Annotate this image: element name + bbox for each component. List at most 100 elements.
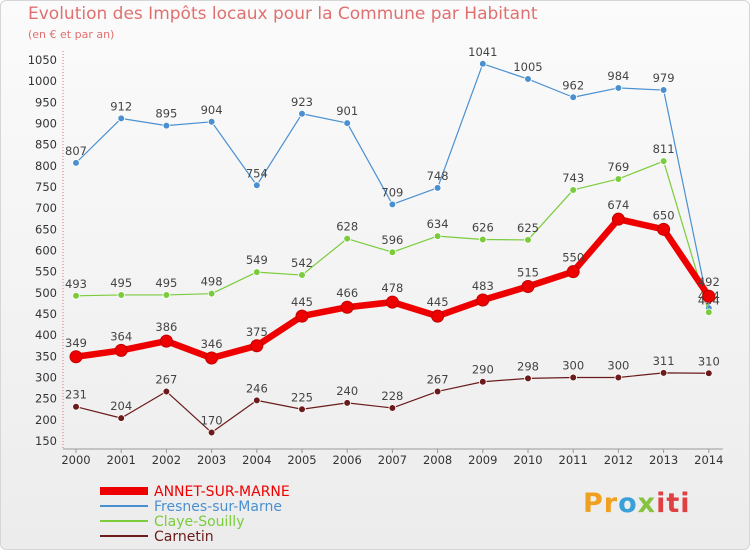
data-point xyxy=(569,93,577,102)
data-label: 310 xyxy=(698,354,720,368)
data-point xyxy=(433,232,442,240)
legend-label: Claye-Souilly xyxy=(154,514,244,530)
data-point xyxy=(659,157,668,165)
x-tick-label: 2011 xyxy=(559,453,588,467)
data-label: 923 xyxy=(291,95,313,109)
data-point xyxy=(569,373,577,382)
y-tick-label: 650 xyxy=(35,222,57,236)
legend-label: ANNET-SUR-MARNE xyxy=(154,484,290,500)
y-tick-label: 250 xyxy=(35,392,57,406)
data-point xyxy=(702,289,716,303)
chart-title: Evolution des Impôts locaux pour la Comm… xyxy=(28,4,538,24)
y-tick-label: 800 xyxy=(35,159,57,173)
data-label: 346 xyxy=(201,337,223,351)
data-label: 240 xyxy=(336,384,358,398)
data-label: 349 xyxy=(65,336,87,350)
x-tick-label: 2013 xyxy=(649,453,678,467)
y-tick-label: 450 xyxy=(35,307,57,321)
data-label: 769 xyxy=(607,160,629,174)
data-label: 748 xyxy=(427,169,449,183)
data-point xyxy=(433,387,442,396)
data-label: 650 xyxy=(653,208,675,222)
data-point xyxy=(252,396,261,405)
data-label: 311 xyxy=(653,354,675,368)
data-point xyxy=(114,343,128,357)
data-label: 515 xyxy=(517,265,539,279)
data-point xyxy=(298,109,306,118)
data-label: 625 xyxy=(517,221,539,235)
data-label: 979 xyxy=(653,71,675,85)
x-tick-label: 2007 xyxy=(378,453,407,467)
data-label: 225 xyxy=(291,390,313,404)
data-label: 674 xyxy=(607,198,629,212)
data-label: 1041 xyxy=(468,45,497,59)
y-tick-label: 1050 xyxy=(28,53,57,67)
data-label: 290 xyxy=(472,363,494,377)
data-point xyxy=(521,279,535,293)
data-point xyxy=(704,369,713,378)
data-point xyxy=(478,60,487,68)
data-point xyxy=(162,387,171,396)
data-point xyxy=(524,236,532,244)
data-point xyxy=(704,308,713,317)
data-point xyxy=(340,300,354,314)
data-point xyxy=(162,121,171,130)
data-label: 364 xyxy=(110,329,132,343)
data-point xyxy=(614,175,623,183)
data-point xyxy=(524,374,532,383)
data-point xyxy=(298,405,306,414)
data-label: 300 xyxy=(607,359,629,373)
x-tick-label: 2014 xyxy=(694,453,723,467)
data-point xyxy=(162,291,171,299)
data-label: 298 xyxy=(517,359,539,373)
data-label: 170 xyxy=(201,414,223,428)
data-point xyxy=(343,119,352,127)
data-point xyxy=(117,414,125,422)
data-point xyxy=(476,293,490,307)
x-tick-label: 2001 xyxy=(107,453,136,467)
data-label: 904 xyxy=(201,103,223,117)
x-tick-label: 2010 xyxy=(513,453,542,467)
y-tick-label: 950 xyxy=(35,95,57,109)
data-label: 626 xyxy=(472,220,494,234)
data-point xyxy=(614,84,623,92)
data-point xyxy=(250,339,264,353)
data-point xyxy=(659,86,668,94)
data-point xyxy=(569,186,577,194)
data-label: 754 xyxy=(246,166,268,180)
data-point xyxy=(69,350,83,364)
x-tick-label: 2004 xyxy=(242,453,271,467)
data-label: 204 xyxy=(110,399,132,413)
data-label: 634 xyxy=(427,217,449,231)
data-label: 483 xyxy=(472,279,494,293)
x-tick-label: 2005 xyxy=(287,453,316,467)
x-tick-label: 2000 xyxy=(61,453,90,467)
data-point xyxy=(159,334,173,348)
y-tick-label: 750 xyxy=(35,180,57,194)
data-label: 912 xyxy=(110,99,132,113)
data-point xyxy=(72,159,80,167)
y-tick-label: 350 xyxy=(35,349,57,363)
proxiti-logo: Proxiti xyxy=(583,488,691,519)
data-point xyxy=(433,184,442,192)
data-label: 231 xyxy=(65,388,87,402)
data-label: 596 xyxy=(381,233,403,247)
data-label: 445 xyxy=(291,295,313,309)
legend-label: Carnetin xyxy=(154,529,214,545)
x-tick-label: 2012 xyxy=(604,453,633,467)
data-label: 375 xyxy=(246,325,268,339)
x-tick-label: 2006 xyxy=(333,453,362,467)
data-label: 492 xyxy=(698,275,720,289)
data-point xyxy=(657,222,671,236)
data-label: 901 xyxy=(336,104,358,118)
data-point xyxy=(388,200,397,209)
y-tick-label: 300 xyxy=(35,371,57,385)
data-label: 628 xyxy=(336,220,358,234)
data-point xyxy=(252,268,261,276)
data-label: 962 xyxy=(562,78,584,92)
data-point xyxy=(566,265,580,279)
data-label: 478 xyxy=(381,281,403,295)
data-point xyxy=(295,309,309,323)
